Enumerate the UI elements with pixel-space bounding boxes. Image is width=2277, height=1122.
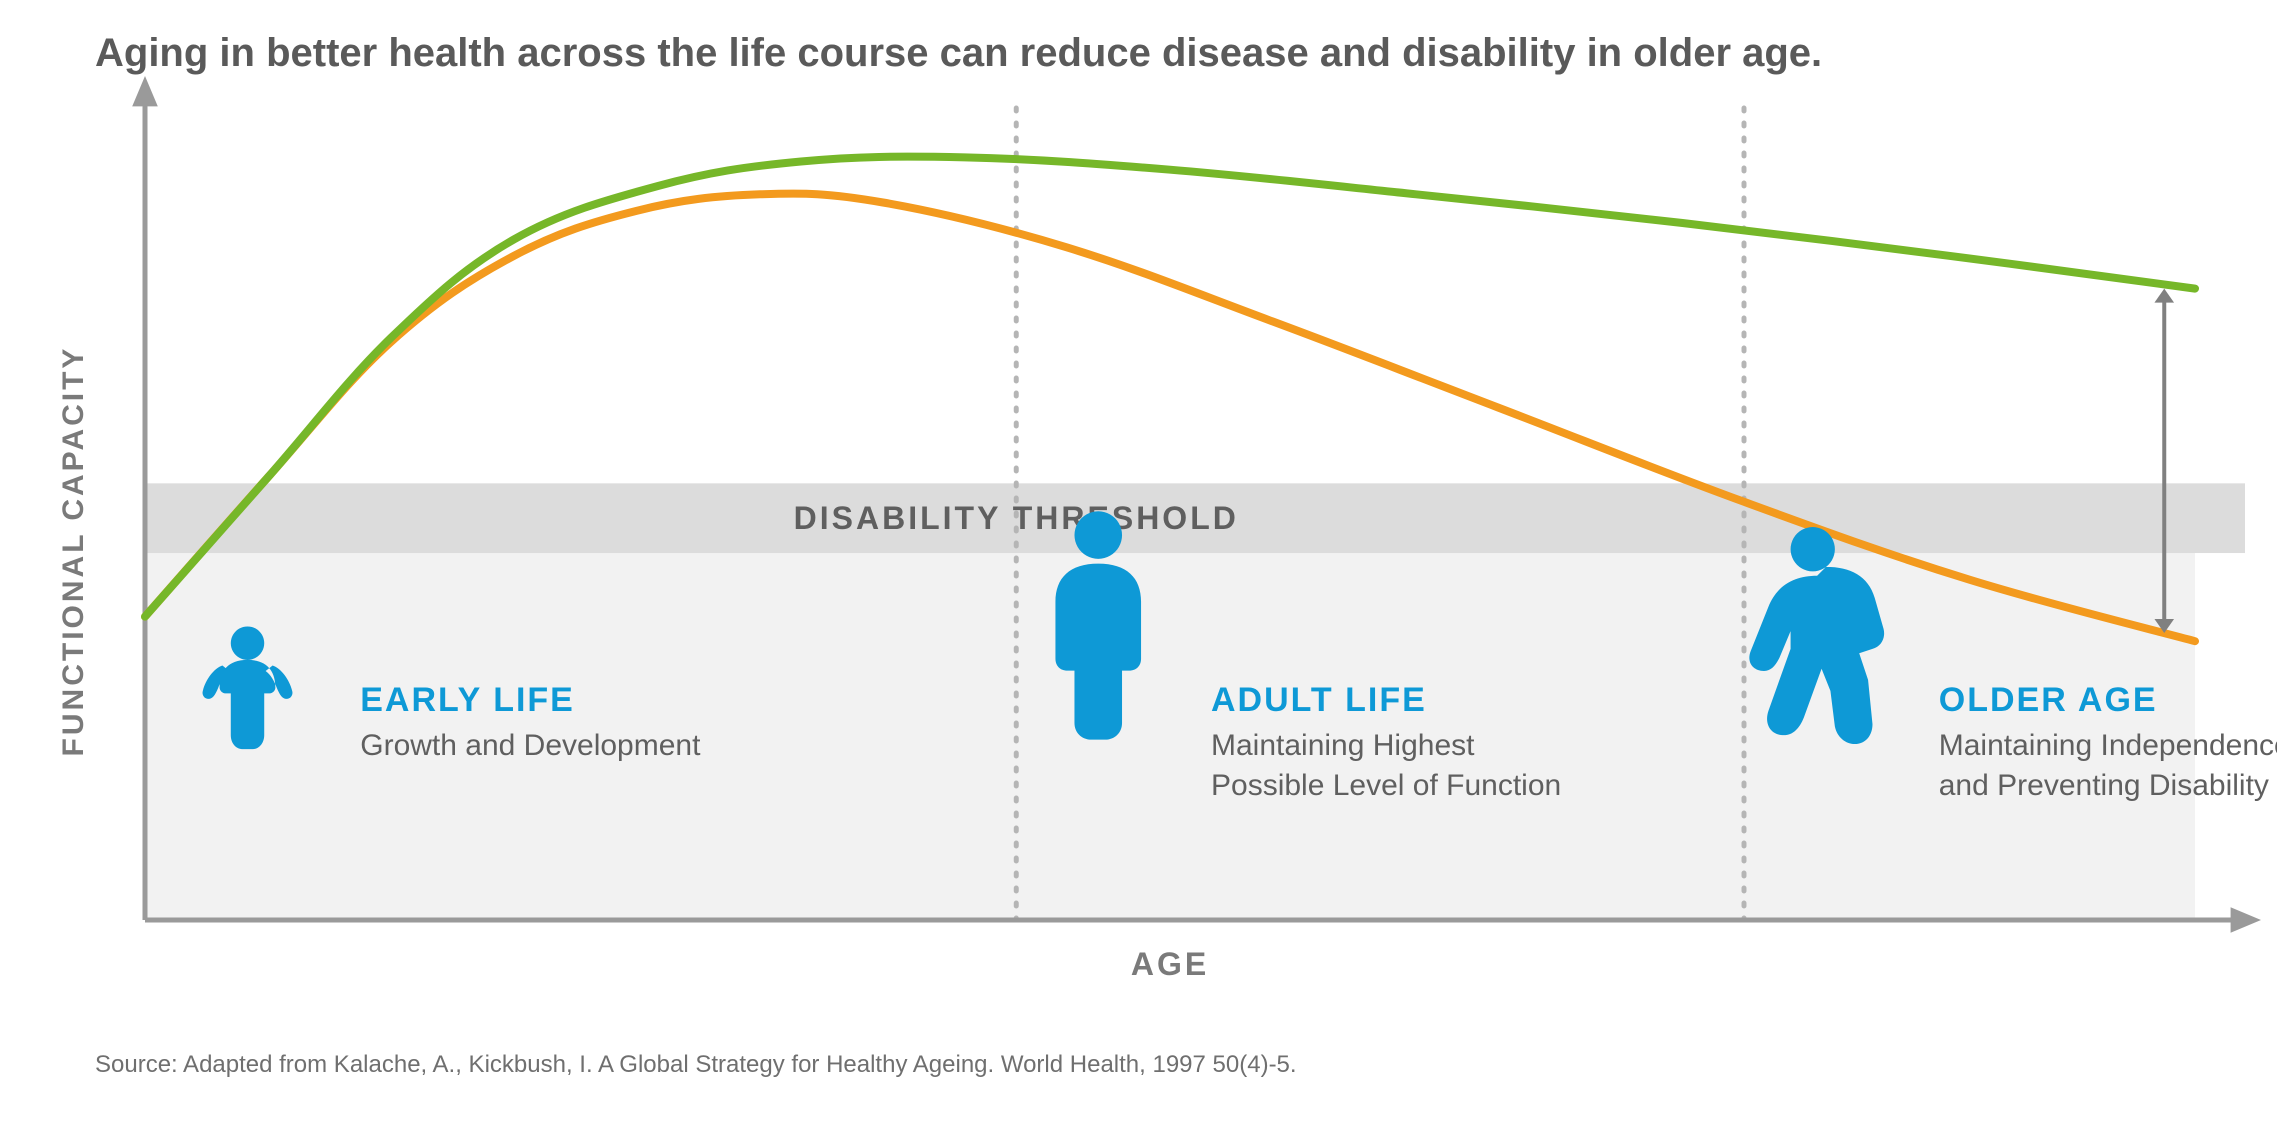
stage-title-older: OLDER AGE: [1939, 681, 2158, 719]
stage-subtitle-adult-0: Maintaining Highest: [1211, 729, 1475, 762]
y-axis-label: FUNCTIONAL CAPACITY: [57, 346, 90, 757]
stage-title-adult: ADULT LIFE: [1211, 681, 1427, 719]
life-course-chart: Aging in better health across the life c…: [0, 0, 2277, 1122]
x-axis-arrow-icon: [2231, 907, 2261, 933]
source-citation: Source: Adapted from Kalache, A., Kickbu…: [95, 1051, 1297, 1078]
stage-subtitle-older-0: Maintaining Independence: [1939, 729, 2277, 762]
stage-subtitle-adult-1: Possible Level of Function: [1211, 769, 1561, 802]
x-axis-label: AGE: [1131, 946, 1209, 982]
y-axis-arrow-icon: [132, 76, 158, 106]
stage-subtitle-early: Growth and Development: [360, 729, 701, 762]
page: Aging in better health across the life c…: [0, 0, 2277, 1122]
chart-title: Aging in better health across the life c…: [95, 31, 1822, 75]
gap-arrow-head-top-icon: [2154, 289, 2174, 303]
stage-subtitle-older-1: and Preventing Disability: [1939, 769, 2269, 802]
stage-title-early: EARLY LIFE: [360, 681, 575, 719]
